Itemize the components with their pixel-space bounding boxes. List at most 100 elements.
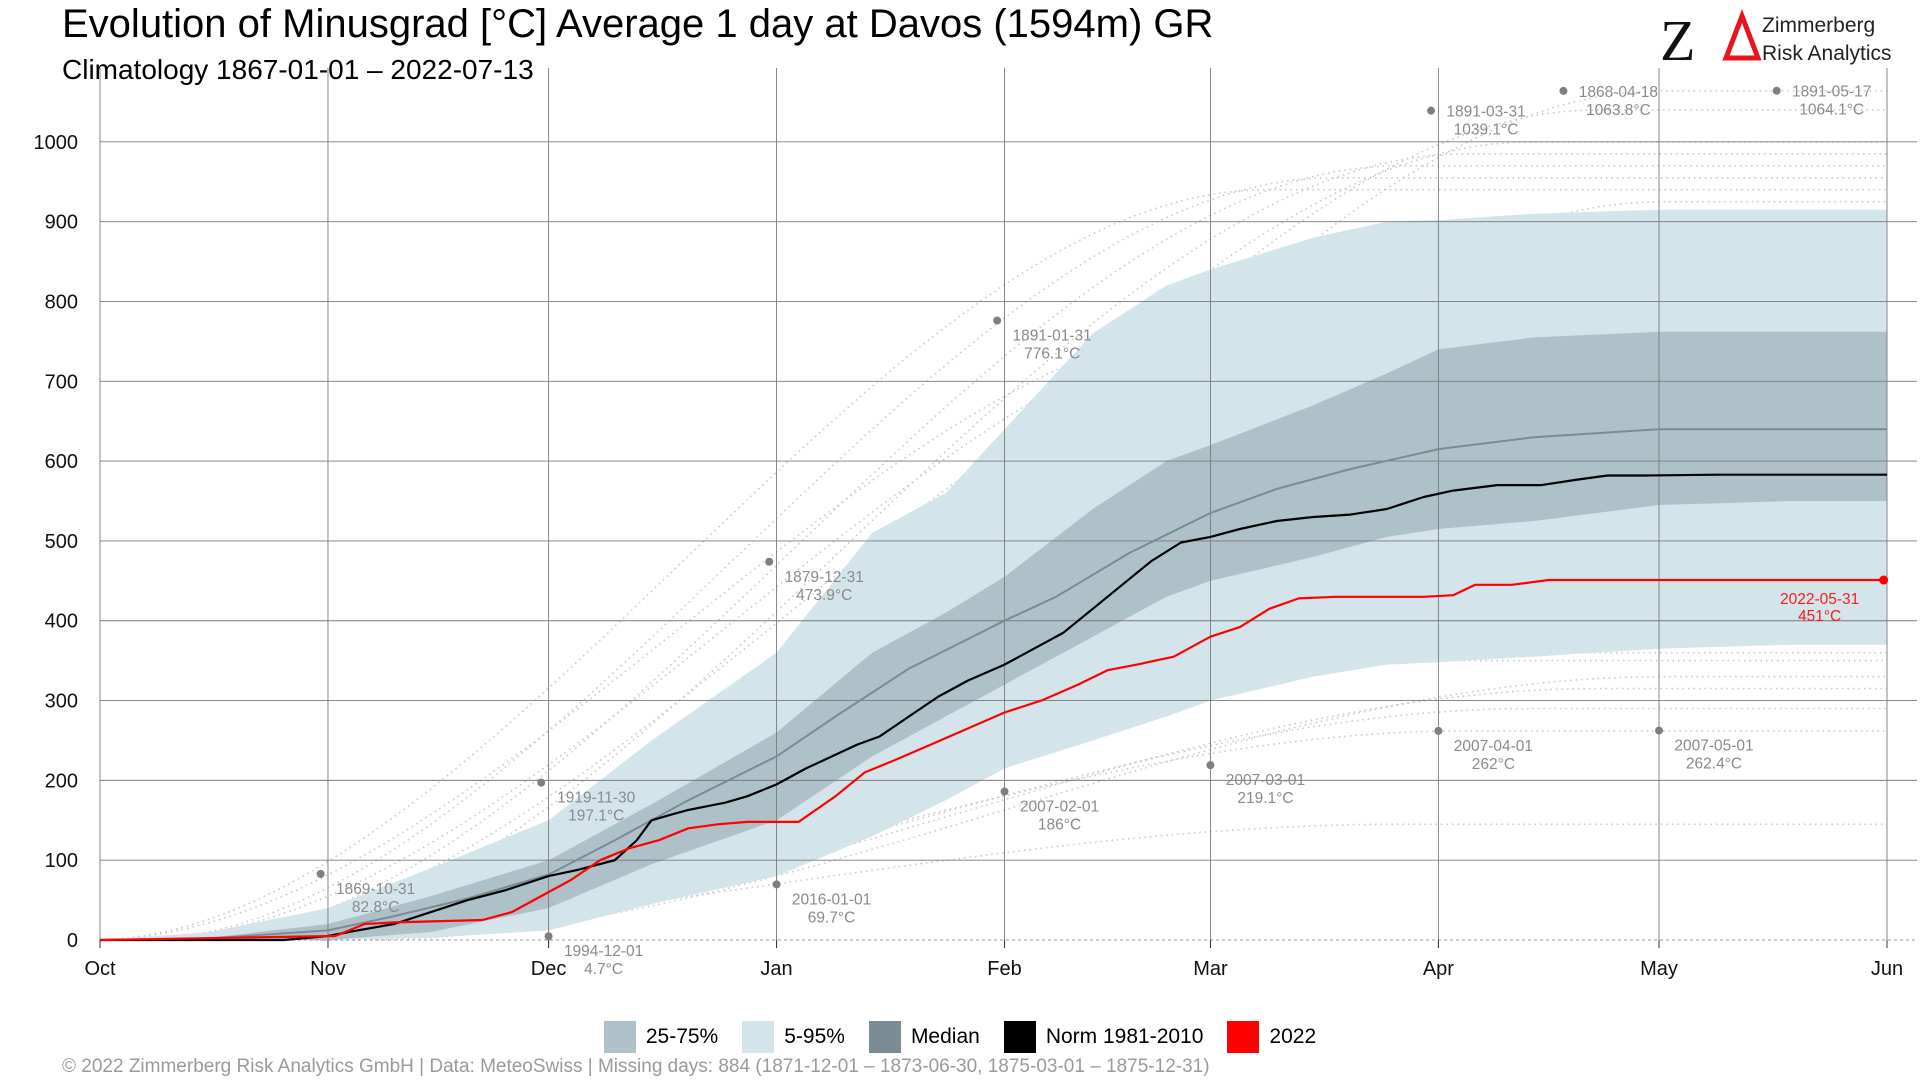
historic-trace	[99, 316, 1887, 941]
extreme-date-label: 2007-03-01	[1226, 772, 1305, 789]
legend-item: Median	[868, 1021, 980, 1053]
logo-z: Z	[1660, 8, 1695, 73]
extreme-point	[1206, 761, 1215, 770]
axes: 0 100 200 300 400 500 600 700 800 900 1000 Oct Nov De…	[34, 132, 1904, 980]
extreme-point	[316, 869, 325, 878]
x-tick-label: Apr	[1423, 958, 1454, 980]
percentile-bands	[100, 209, 1887, 940]
legend-label: 25-75%	[645, 1025, 719, 1048]
x-tick-label: Mar	[1193, 958, 1228, 980]
current-point	[1879, 575, 1889, 585]
legend-swatch	[1003, 1021, 1036, 1053]
extreme-point	[1559, 86, 1568, 95]
extreme-point	[772, 880, 781, 889]
extreme-value-label: 82.8°C	[352, 899, 400, 916]
y-tick-label: 900	[45, 212, 78, 234]
historic-trace	[100, 300, 1887, 941]
legend-swatch	[868, 1021, 901, 1053]
legend: 25-75% 5-95% Median Norm 1981-2010 2022	[0, 1020, 1920, 1054]
extreme-value-label: 4.7°C	[584, 961, 623, 978]
y-tick-label: 100	[45, 850, 78, 872]
y-tick-label: 500	[45, 531, 78, 553]
series-2022	[99, 578, 1887, 942]
extreme-date-label: 2007-05-01	[1674, 738, 1753, 755]
legend-label: 5-95%	[784, 1025, 845, 1048]
extreme-point	[1427, 106, 1436, 115]
extreme-point	[537, 778, 546, 787]
extreme-value-label: 1063.8°C	[1586, 102, 1651, 119]
extreme-value-label: 219.1°C	[1237, 790, 1293, 807]
extreme-date-label: 1919-11-30	[557, 790, 636, 807]
extreme-date-label: 2007-02-01	[1020, 799, 1099, 816]
y-tick-label: 800	[45, 291, 78, 313]
extreme-date-label: 2016-01-01	[792, 891, 871, 908]
extreme-date-label: 1891-03-31	[1446, 104, 1525, 121]
x-tick-label: Feb	[987, 958, 1021, 980]
extreme-value-label: 69.7°C	[808, 909, 856, 926]
legend-item: 5-95%	[742, 1021, 845, 1053]
band-25-75-	[100, 331, 1887, 940]
legend-item: 25-75%	[603, 1021, 719, 1053]
logo-line2: Risk Analytics	[1762, 42, 1892, 65]
extreme-point	[993, 316, 1002, 325]
logo-line1: Zimmerberg	[1762, 14, 1876, 37]
x-tick-label: May	[1640, 958, 1678, 980]
legend-swatch	[603, 1021, 636, 1053]
extreme-date-label: 1879-12-31	[785, 569, 864, 586]
current-value-label: 451°C	[1798, 608, 1841, 625]
legend-swatch	[742, 1021, 775, 1053]
extreme-point	[1772, 86, 1781, 95]
extreme-value-label: 186°C	[1038, 817, 1081, 834]
y-tick-label: 200	[45, 770, 78, 792]
extreme-point	[765, 557, 774, 566]
series-median	[99, 428, 1887, 941]
extreme-point	[1655, 726, 1664, 735]
y-tick-label: 0	[67, 930, 78, 952]
extreme-date-label: 2007-04-01	[1454, 738, 1533, 755]
footer-credits: © 2022 Zimmerberg Risk Analytics GmbH | …	[62, 1056, 1210, 1077]
legend-label: 2022	[1269, 1025, 1317, 1048]
extreme-value-label: 262.4°C	[1686, 756, 1742, 773]
extreme-value-label: 1039.1°C	[1454, 122, 1519, 139]
extreme-date-label: 1869-10-31	[336, 881, 415, 898]
logo-delta-icon	[1722, 8, 1762, 61]
extreme-point	[1434, 726, 1443, 735]
grid	[99, 68, 1917, 948]
x-tick-label: Jun	[1871, 958, 1903, 980]
extreme-point	[1000, 787, 1009, 796]
y-tick-label: 1000	[34, 132, 79, 154]
extreme-value-label: 262°C	[1472, 756, 1515, 773]
legend-swatch	[1227, 1021, 1260, 1053]
y-tick-label: 300	[45, 691, 78, 713]
legend-label: Norm 1981-2010	[1045, 1025, 1204, 1048]
extreme-value-label: 197.1°C	[568, 808, 624, 825]
current-date-label: 2022-05-31	[1780, 591, 1859, 608]
y-tick-label: 700	[45, 371, 78, 393]
x-tick-label: Dec	[531, 958, 567, 980]
page-title: Evolution of Minusgrad [°C] Average 1 da…	[62, 2, 1214, 46]
extreme-date-label: 1891-01-31	[1013, 328, 1092, 345]
historic-trace	[100, 675, 1887, 941]
extreme-value-label: 473.9°C	[796, 587, 852, 604]
extreme-value-label: 776.1°C	[1024, 346, 1080, 363]
x-tick-label: Oct	[84, 958, 116, 980]
y-tick-label: 600	[45, 451, 78, 473]
legend-label: Median	[910, 1025, 980, 1048]
legend-item: 2022	[1227, 1021, 1316, 1053]
legend-item: Norm 1981-2010	[1003, 1021, 1204, 1053]
historic-trace	[100, 165, 1887, 941]
extreme-date-label: 1891-05-17	[1792, 84, 1871, 101]
series-lines	[99, 428, 1887, 942]
extreme-date-label: 1868-04-18	[1579, 84, 1658, 101]
logo-mark: Z	[1660, 8, 1762, 73]
series-norm-1981-2010	[100, 473, 1887, 942]
x-tick-label: Jan	[760, 958, 792, 980]
historic-trace	[100, 153, 1887, 941]
x-tick-label: Nov	[310, 958, 346, 980]
y-tick-label: 400	[45, 611, 78, 633]
extreme-point	[544, 932, 553, 941]
extreme-value-label: 1064.1°C	[1799, 102, 1864, 119]
extreme-date-label: 1994-12-01	[564, 943, 643, 960]
